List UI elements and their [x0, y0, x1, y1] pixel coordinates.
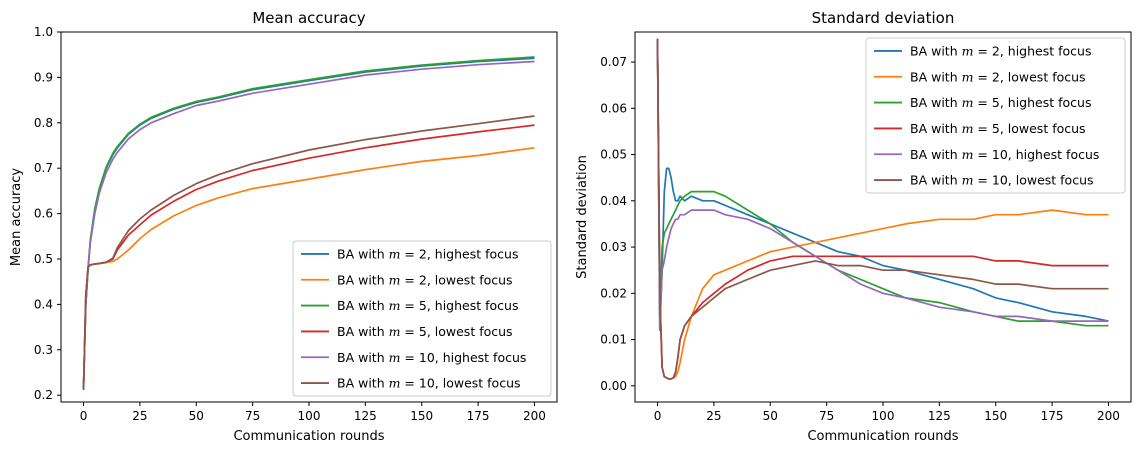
accuracy-legend: BA with m = 2, highest focus BA with m = …: [292, 240, 552, 397]
stddev-plot-frame: [634, 31, 1132, 403]
accuracy-legend-label-3: BA with m = 5, highest focus: [337, 298, 518, 313]
stddev-series-line-5: [656, 38, 1109, 332]
stddev-x-axis-label: Communication rounds: [807, 429, 958, 444]
accuracy-legend-frame: [292, 240, 552, 397]
stddev-y-tick-label: 0.03: [600, 240, 627, 254]
stddev-y-tick-label: 0.07: [600, 55, 627, 69]
stddev-x-tick-label: 75: [819, 409, 834, 423]
stddev-legend-label-3: BA with m = 5, highest focus: [910, 95, 1091, 110]
stddev-legend-label-2: BA with m = 2, lowest focus: [910, 69, 1086, 84]
stddev-x-tick-label: 125: [928, 409, 951, 423]
accuracy-panel: Mean accuracy 0 25 50 75 100 125 150 175 2000.20…: [9, 9, 558, 444]
stddev-x-tick-label: 25: [706, 409, 721, 423]
stddev-y-tick-label: 0.00: [600, 379, 627, 393]
accuracy-y-tick-label: 0.6: [34, 207, 53, 221]
stddev-series-line-6: [656, 38, 1109, 380]
accuracy-series-line-5: [82, 60, 535, 390]
accuracy-y-tick-label: 1.0: [34, 25, 53, 39]
accuracy-y-tick-label: 0.9: [34, 70, 53, 84]
stddev-lines-layer: [656, 38, 1109, 380]
accuracy-y-tick-label: 0.2: [34, 388, 53, 402]
stddev-y-tick-label: 0.06: [600, 101, 627, 115]
stddev-legend-label-1: BA with m = 2, highest focus: [910, 43, 1091, 58]
stddev-x-tick-label: 175: [1041, 409, 1064, 423]
stddev-x-tick-label: 100: [872, 409, 895, 423]
accuracy-lines-layer: [82, 56, 535, 390]
stddev-chart-title: Standard deviation: [812, 9, 955, 27]
stddev-legend-label-5: BA with m = 10, highest focus: [910, 147, 1099, 162]
stddev-y-tick-label: 0.02: [600, 286, 627, 300]
accuracy-x-tick-label: 200: [523, 409, 546, 423]
accuracy-legend-label-1: BA with m = 2, highest focus: [337, 246, 518, 261]
stddev-y-tick-label: 0.05: [600, 148, 627, 162]
accuracy-x-tick-label: 150: [410, 409, 433, 423]
stddev-legend-label-6: BA with m = 10, lowest focus: [910, 173, 1094, 188]
accuracy-x-tick-label: 100: [298, 409, 321, 423]
stddev-panel: Standard deviation 0 25 50 75 100 125 150 175 20…: [575, 9, 1132, 444]
accuracy-x-tick-label: 75: [245, 409, 260, 423]
accuracy-x-tick-label: 50: [189, 409, 204, 423]
accuracy-y-tick-label: 0.5: [34, 252, 53, 266]
stddev-legend-frame: [865, 37, 1126, 194]
stddev-grid-layer: 0 25 50 75 100 125 150 175 200 0.00 0.01 0.02 0.03 0.…: [600, 55, 1120, 423]
stddev-x-tick-label: 150: [984, 409, 1007, 423]
accuracy-legend-label-6: BA with m = 10, lowest focus: [337, 376, 521, 391]
accuracy-x-tick-label: 125: [354, 409, 377, 423]
accuracy-y-tick-label: 0.7: [34, 161, 53, 175]
stddev-x-tick-label: 0: [654, 409, 662, 423]
accuracy-y-tick-label: 0.3: [34, 343, 53, 357]
stddev-legend-label-4: BA with m = 5, lowest focus: [910, 121, 1086, 136]
accuracy-series-line-6: [82, 115, 535, 390]
stddev-legend: BA with m = 2, highest focus BA with m = …: [865, 37, 1126, 194]
accuracy-plot-frame: [60, 31, 558, 403]
accuracy-y-axis-label: Mean accuracy: [9, 168, 24, 267]
stddev-series-line-1: [656, 38, 1109, 332]
stddev-x-tick-label: 50: [763, 409, 778, 423]
accuracy-x-axis-label: Communication rounds: [233, 429, 384, 444]
accuracy-x-tick-label: 0: [80, 409, 88, 423]
accuracy-y-tick-label: 0.4: [34, 297, 53, 311]
accuracy-x-tick-label: 175: [467, 409, 490, 423]
stddev-x-tick-label: 200: [1097, 409, 1120, 423]
accuracy-legend-label-4: BA with m = 5, lowest focus: [337, 324, 513, 339]
accuracy-grid-layer: 0 25 50 75 100 125 150 175 200 0.2 0.3 0.4 0.5 0.6 0.7…: [34, 25, 546, 423]
stddev-y-tick-label: 0.04: [600, 194, 627, 208]
accuracy-y-tick-label: 0.8: [34, 116, 53, 130]
accuracy-legend-label-2: BA with m = 2, lowest focus: [337, 272, 513, 287]
stddev-y-axis-label: Standard deviation: [575, 155, 590, 279]
accuracy-legend-label-5: BA with m = 10, highest focus: [337, 350, 526, 365]
accuracy-chart-title: Mean accuracy: [252, 9, 365, 27]
accuracy-x-tick-label: 25: [132, 409, 147, 423]
stddev-y-tick-label: 0.01: [600, 333, 627, 347]
